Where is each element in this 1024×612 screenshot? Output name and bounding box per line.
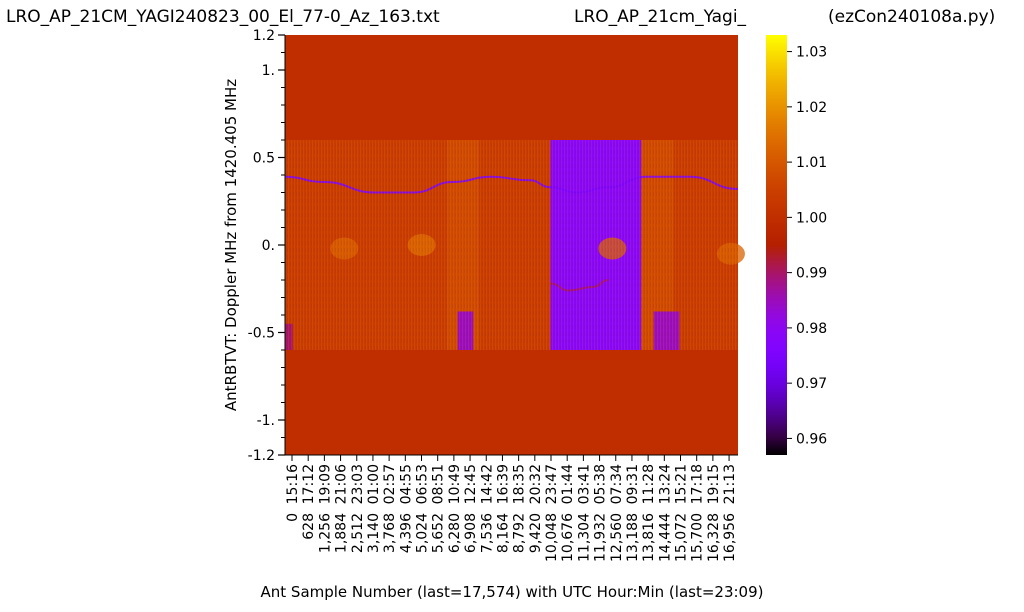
x-tick-time: 21:06	[334, 464, 350, 504]
x-tick-number: 15,700	[690, 513, 706, 562]
x-tick-number: 10,048	[544, 513, 560, 562]
x-tick-number: 4,396	[398, 513, 414, 553]
x-tick-time: 06:53	[415, 464, 431, 504]
file-title: LRO_AP_21CM_YAGI240823_00_El_77-0_Az_163…	[6, 7, 440, 27]
colorbar-scale	[766, 35, 787, 455]
x-tick-time: 23:03	[350, 464, 366, 504]
colorbar-tick-label: 0.96	[796, 431, 827, 447]
y-axis-label: AntRBTVT: Doppler MHz from 1420.405 MHz	[222, 79, 240, 411]
x-tick-number: 16,328	[706, 513, 722, 562]
x-tick-number: 11,304	[576, 513, 592, 562]
x-tick-number: 5,652	[431, 513, 447, 553]
x-tick-time: 04:55	[398, 464, 414, 504]
y-axis: 1.2 1. 0.5 0. -0.5 -1. -1.2	[248, 28, 286, 464]
x-tick-time: 19:09	[317, 464, 333, 504]
x-tick-number: 13,816	[641, 513, 657, 562]
x-tick-number: 3,768	[382, 513, 398, 553]
antenna-title: LRO_AP_21cm_Yagi_	[574, 7, 747, 27]
x-tick-number: 9,420	[528, 513, 544, 553]
y-tick-label: 0.	[262, 238, 275, 254]
y-tick-label: 1.	[262, 63, 275, 79]
colorbar: 0.96 0.97 0.98 0.99 1.00 1.01 1.02 1.03	[766, 35, 827, 455]
colorbar-tick-label: 0.99	[796, 266, 827, 282]
x-tick-time: 18:35	[512, 464, 528, 504]
x-tick-time: 13:24	[657, 464, 673, 504]
colorbar-tick-label: 1.00	[796, 210, 827, 226]
y-tick-label: -1.2	[248, 448, 275, 464]
x-tick-time: 19:15	[706, 464, 722, 504]
x-tick-number: 6,280	[447, 513, 463, 553]
x-tick-time: 08:51	[431, 464, 447, 504]
x-tick-number: 14,444	[657, 513, 673, 562]
colorbar-ticks: 0.96 0.97 0.98 0.99 1.00 1.01 1.02 1.03	[787, 45, 827, 447]
x-tick-number: 1,256	[317, 513, 333, 553]
colorbar-tick-label: 0.98	[796, 321, 827, 337]
heatmap-texture	[285, 140, 738, 350]
x-tick-time: 02:57	[382, 464, 398, 504]
x-tick-time: 15:16	[285, 464, 301, 504]
x-tick-time: 15:21	[674, 464, 690, 504]
x-tick-time: 17:18	[690, 464, 706, 504]
x-tick-time: 01:00	[366, 464, 382, 504]
heatmap-plot-area	[284, 35, 745, 455]
x-tick-number: 5,024	[415, 513, 431, 553]
x-tick-time: 14:42	[479, 464, 495, 504]
x-tick-number: 628	[301, 513, 317, 540]
x-tick-number: 8,792	[512, 513, 528, 553]
y-tick-label: -1.	[257, 413, 275, 429]
x-tick-time: 12:45	[463, 464, 479, 504]
x-tick-time: 09:31	[625, 464, 641, 504]
x-tick-number: 10,676	[560, 513, 576, 562]
colorbar-tick-label: 1.01	[796, 155, 827, 171]
x-tick-time: 17:12	[301, 464, 317, 504]
y-tick-label: 1.2	[253, 28, 275, 44]
x-tick-number: 0	[285, 513, 301, 522]
x-tick-time: 01:44	[560, 464, 576, 504]
x-tick-number: 7,536	[479, 513, 495, 553]
program-title: (ezCon240108a.py)	[828, 7, 995, 27]
x-tick-number: 15,072	[674, 513, 690, 562]
x-tick-time: 10:49	[447, 464, 463, 504]
x-tick-number: 8,164	[495, 513, 511, 553]
x-tick-number: 6,908	[463, 513, 479, 553]
x-tick-number: 3,140	[366, 513, 382, 553]
x-tick-time: 16:39	[495, 464, 511, 504]
x-axis-label: Ant Sample Number (last=17,574) with UTC…	[261, 583, 764, 601]
x-tick-number: 11,932	[593, 513, 609, 562]
x-tick-number: 13,188	[625, 513, 641, 562]
colorbar-tick-label: 1.03	[796, 45, 827, 61]
x-tick-time: 05:38	[593, 464, 609, 504]
colorbar-tick-label: 0.97	[796, 376, 827, 392]
x-tick-time: 21:13	[722, 464, 738, 504]
x-tick-time: 03:41	[576, 464, 592, 504]
x-tick-time: 07:34	[609, 464, 625, 504]
y-tick-label: -0.5	[248, 326, 275, 342]
colorbar-tick-label: 1.02	[796, 100, 827, 116]
x-tick-time: 23:47	[544, 464, 560, 504]
x-tick-number: 12,560	[609, 513, 625, 562]
x-tick-number: 2,512	[350, 513, 366, 553]
x-tick-time: 20:32	[528, 464, 544, 504]
x-tick-number: 16,956	[722, 513, 738, 562]
x-tick-time: 11:28	[641, 464, 657, 504]
y-tick-label: 0.5	[253, 151, 275, 167]
x-tick-number: 1,884	[334, 513, 350, 553]
